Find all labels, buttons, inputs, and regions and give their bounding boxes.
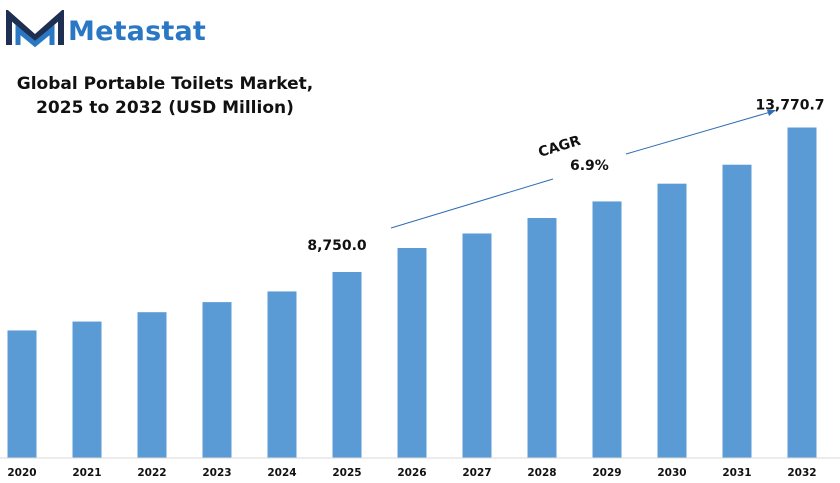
metastat-m-logo-icon xyxy=(6,10,64,48)
bar-2021 xyxy=(72,321,102,458)
chart-title-line-1: Global Portable Toilets Market, xyxy=(16,74,314,94)
bar-2032 xyxy=(787,127,817,458)
bar-2025 xyxy=(332,272,362,458)
cagr-arrow-line-2 xyxy=(625,110,775,155)
x-axis-ticks: 2020 2021 2022 2023 2024 2025 2026 2027 2028 2029… xyxy=(7,467,816,479)
bar-2029 xyxy=(592,201,622,458)
data-label-2025: 8,750.0 xyxy=(307,238,367,254)
bar-2031 xyxy=(722,164,752,458)
x-tick-label-2029: 2029 xyxy=(592,467,621,479)
x-tick-label-2025: 2025 xyxy=(332,467,361,479)
data-label-2032: 13,770.7 xyxy=(755,98,824,114)
x-tick-label-2023: 2023 xyxy=(202,467,231,479)
bar-2028 xyxy=(527,218,557,458)
x-tick-label-2022: 2022 xyxy=(137,467,166,479)
cagr-arrowhead-icon xyxy=(767,110,776,116)
x-tick-label-2027: 2027 xyxy=(462,467,491,479)
x-tick-label-2028: 2028 xyxy=(527,467,556,479)
cagr-arrow-line-1 xyxy=(390,178,554,229)
bar-2024 xyxy=(267,291,297,458)
cagr-annotation: CAGR 6.9% xyxy=(390,110,776,229)
chart-title-line-2: 2025 to 2032 (USD Million) xyxy=(36,98,294,118)
bar-2026 xyxy=(397,248,427,458)
brand-logo: Metastat xyxy=(6,8,216,50)
bar-2023 xyxy=(202,302,232,458)
x-tick-label-2021: 2021 xyxy=(72,467,101,479)
x-tick-label-2020: 2020 xyxy=(7,467,36,479)
x-tick-label-2024: 2024 xyxy=(267,467,296,479)
bar-2020 xyxy=(7,330,37,458)
bar-2027 xyxy=(462,233,492,458)
data-labels: 8,750.0 13,770.7 xyxy=(307,98,824,254)
bar-2030 xyxy=(657,183,687,458)
chart-title: Global Portable Toilets Market, 2025 to … xyxy=(0,72,330,120)
brand-name: Metastat xyxy=(68,16,207,47)
bar-2022 xyxy=(137,312,167,458)
x-tick-label-2026: 2026 xyxy=(397,467,426,479)
x-tick-label-2030: 2030 xyxy=(657,467,686,479)
cagr-label: CAGR xyxy=(536,133,582,161)
bars-group xyxy=(7,127,817,458)
cagr-value: 6.9% xyxy=(570,158,609,174)
x-tick-label-2031: 2031 xyxy=(722,467,751,479)
x-tick-label-2032: 2032 xyxy=(787,467,816,479)
